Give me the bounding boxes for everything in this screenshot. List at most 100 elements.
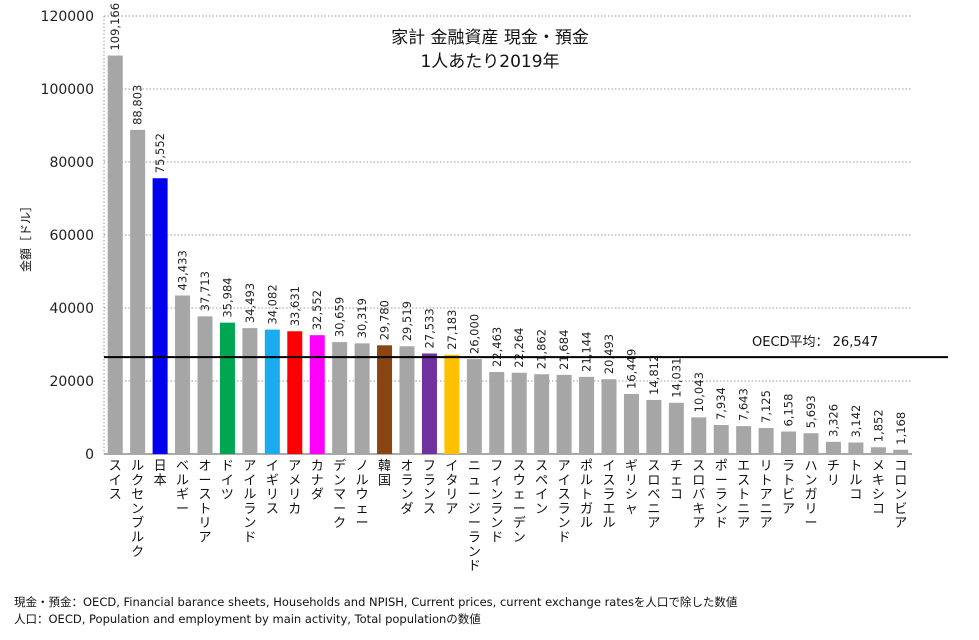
oecd-average-label: OECD平均： 26,547 [752,335,878,350]
bar [556,374,572,454]
y-tick-label: 80000 [49,155,94,171]
value-label: 1,168 [894,412,908,445]
source-notes: 現金・預金：OECD, Financial barance sheets, Ho… [14,594,737,628]
value-label: 3,326 [826,404,840,437]
bar [489,372,505,454]
category-label: フィンランド [490,459,503,546]
oecd-average: OECD平均： 26,547 [104,335,948,359]
value-label: 1,852 [871,409,885,442]
category-label: エストニア [737,459,750,531]
value-label: 7,125 [759,390,773,423]
value-label: 29,780 [378,300,392,340]
category-label: ラトビア [782,459,795,517]
y-tick-label: 20000 [49,374,94,390]
value-label: 7,934 [714,387,728,420]
category-label: スロベニア [647,459,660,531]
value-label: 5,693 [804,395,818,428]
value-label: 37,713 [198,271,212,311]
value-label: 30,319 [355,298,369,338]
bar [579,376,595,454]
bar [219,322,235,454]
value-label: 32,552 [310,290,324,330]
bar [713,425,729,454]
bar [781,431,797,454]
value-label: 14,812 [647,355,661,395]
y-tick-label: 60000 [49,228,94,244]
category-label: ドイツ [221,459,234,503]
bar [758,427,774,454]
bar [332,342,348,454]
bar [130,129,146,454]
value-label: 21,862 [535,329,549,369]
category-label: チリ [827,459,840,488]
bar [511,372,527,454]
source-note-population: 人口：OECD, Population and employment by ma… [14,612,481,626]
bar [287,331,303,454]
value-label: 22,463 [490,327,504,367]
bar [377,345,393,454]
category-label: オーストリア [198,459,211,546]
category-label: ルクセンブルク [131,459,144,560]
chart-title-line-2: 1人あたり2019年 [420,52,560,72]
category-label: イギリス [266,459,279,517]
value-label: 27,183 [445,310,459,350]
bar [825,441,841,454]
category-label: デンマーク [333,458,346,531]
value-label: 75,552 [153,133,167,173]
category-label: ノルウェー [356,459,369,531]
bar [646,399,662,454]
category-label: コロンビア [894,459,907,531]
bar [870,447,886,454]
bars [107,55,909,455]
category-label: イスラエル [602,459,615,531]
bar [152,178,168,454]
bar [197,316,213,454]
value-label: 6,158 [782,394,796,427]
value-label: 35,984 [220,277,234,317]
gridlines [103,15,912,455]
value-label: 22,264 [512,327,526,367]
bar [466,359,482,454]
value-label: 21,144 [580,332,594,372]
value-label: 34,082 [265,284,279,324]
value-label: 10,043 [692,372,706,412]
value-label: 27,533 [422,308,436,348]
category-label: スロバキア [692,459,705,531]
bar [848,442,864,454]
value-label: 21,684 [557,330,571,370]
category-label: カナダ [311,459,324,503]
value-label: 7,643 [737,388,751,421]
category-label: イタリア [445,459,458,517]
bar [444,354,460,454]
bar [421,353,437,454]
value-label: 109,166 [108,3,122,51]
category-label: メキシコ [872,459,885,517]
category-label: アイスランド [558,459,571,546]
y-tick-label: 120000 [41,9,94,25]
y-axis-ticks: 0 20000 40000 60000 80000 100000 120000 [41,9,94,463]
value-label: 34,493 [243,283,257,323]
category-label: リトアニア [760,459,773,531]
category-label: チェコ [670,459,683,503]
bar [601,379,617,454]
value-label: 16,449 [624,349,638,389]
bar [668,402,684,454]
y-tick-label: 40000 [49,301,94,317]
chart-title-line-1: 家計 金融資産 現金・預金 [391,28,589,48]
bar [691,417,707,454]
value-label: 3,142 [849,405,863,438]
bar [264,329,280,454]
value-label: 33,631 [288,286,302,326]
category-label: ベルギー [176,459,189,517]
category-label: ポーランド [715,459,728,531]
bar [623,393,639,454]
source-note-deposits: 現金・預金：OECD, Financial barance sheets, Ho… [14,595,738,609]
value-label: 20,493 [602,334,616,374]
category-label: ハンガリー [804,459,817,531]
category-label: ポルトガル [580,459,593,531]
value-label: 29,519 [400,301,414,341]
value-label: 26,000 [467,314,481,354]
value-label: 30,659 [333,297,347,337]
bar [107,55,123,455]
